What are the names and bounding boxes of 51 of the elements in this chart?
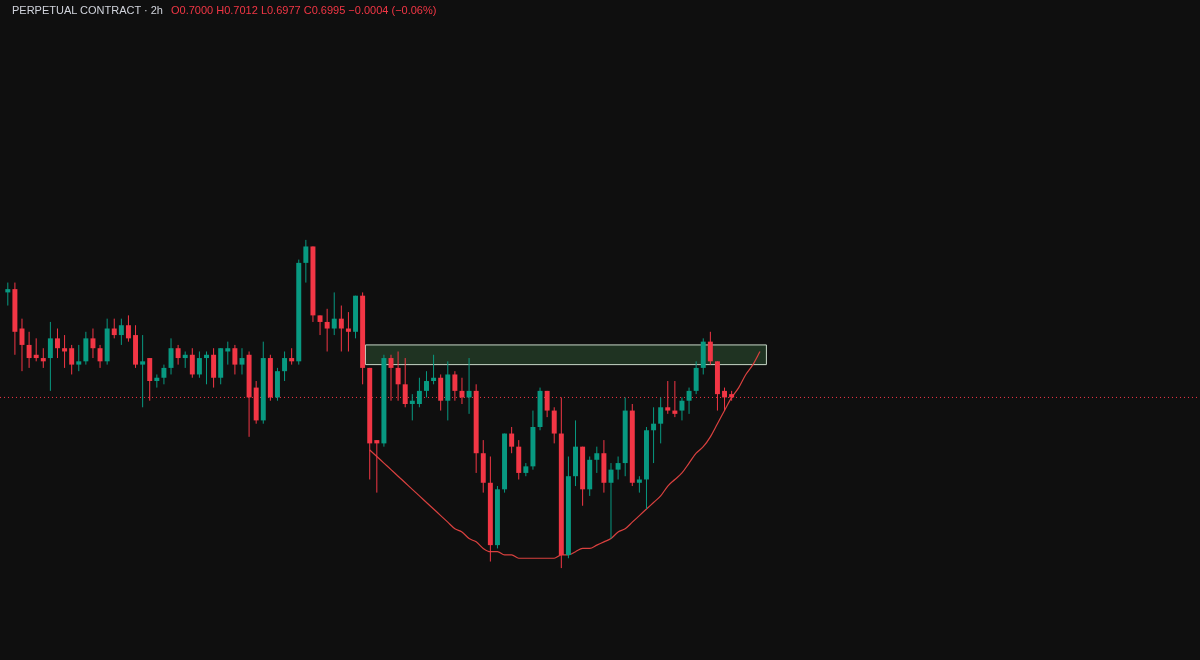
candlestick (189, 347, 195, 379)
candlestick (168, 337, 174, 375)
candlestick (282, 350, 288, 382)
candlestick (62, 334, 68, 369)
candlestick (140, 334, 146, 408)
candlestick (722, 387, 728, 412)
candlestick (374, 439, 380, 494)
candlestick (679, 396, 685, 421)
candlestick (5, 282, 11, 307)
candlestick (90, 328, 96, 359)
candlestick (466, 357, 472, 415)
candlestick (161, 364, 167, 385)
candlestick (111, 318, 117, 339)
candlestick (409, 393, 415, 421)
chart-title: PERPETUAL CONTRACT · 2h (12, 4, 163, 16)
candlestick (26, 331, 32, 369)
candlestick (76, 344, 82, 372)
candlestick (47, 321, 53, 392)
candlestick (693, 360, 699, 395)
candlestick (338, 305, 344, 352)
candlestick (55, 328, 60, 359)
candlestick (431, 354, 437, 385)
candlestick (83, 331, 89, 366)
candlestick (324, 308, 330, 352)
candlestick (225, 341, 231, 366)
candlestick (551, 406, 557, 444)
candlestick (615, 456, 621, 480)
candlestick (196, 350, 202, 379)
candlestick (118, 318, 124, 346)
chart-subtitle: O0.7000 H0.7012 L0.6977 C0.6995 −0.0004 (−0.06%) (170, 4, 437, 16)
candlestick (345, 311, 351, 352)
candlestick (33, 337, 39, 362)
candlestick (125, 314, 131, 343)
candlestick (211, 347, 217, 389)
candlestick (175, 344, 181, 366)
candlestick (204, 350, 209, 385)
candlestick (97, 344, 103, 369)
candlestick (317, 314, 323, 336)
candlestick (686, 387, 692, 415)
candlestick (416, 377, 422, 408)
candlestick (232, 344, 238, 375)
candlestick (707, 331, 713, 366)
candlestick (69, 344, 75, 375)
candlestick (651, 406, 657, 464)
candlestick (424, 370, 429, 398)
candlestick (40, 347, 46, 369)
candlestick (594, 446, 600, 474)
candlestick (331, 291, 337, 336)
candlestick (303, 239, 309, 284)
candlestick (509, 426, 515, 454)
candlestick (658, 396, 664, 444)
